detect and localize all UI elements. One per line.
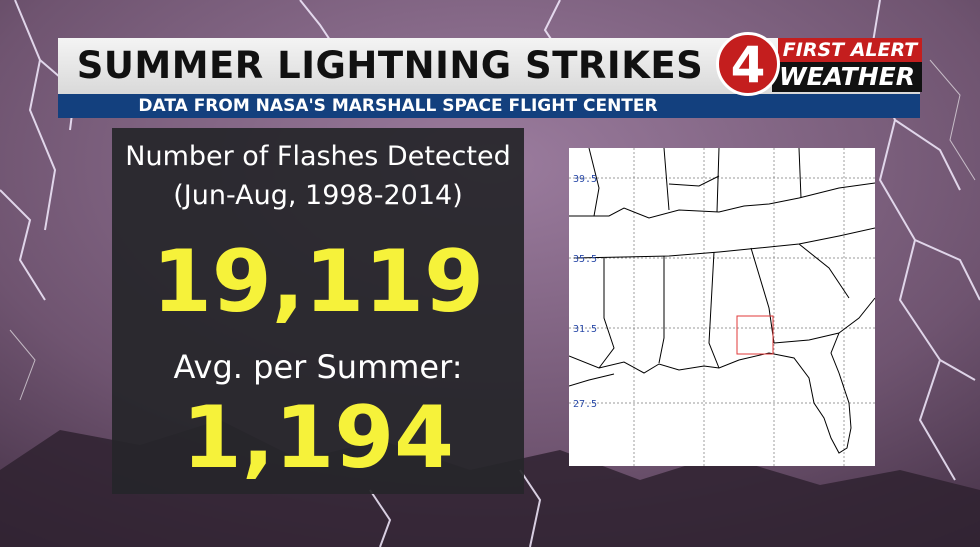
lat-label: 31.5 [573,324,597,335]
state-borders [569,148,875,454]
channel-4-icon: 4 [716,32,780,96]
logo-number: 4 [730,36,766,94]
avg-per-summer-value: 1,194 [181,388,455,488]
avg-per-summer-label: Avg. per Summer: [173,348,463,386]
southeast-us-map: 39.5 35.5 31.5 27.5 [569,148,875,466]
logo-weather: WEATHER [772,62,922,92]
lat-label: 39.5 [573,174,597,185]
page-subtitle: DATA FROM NASA'S MARSHALL SPACE FLIGHT C… [138,96,658,116]
lat-label: 35.5 [573,254,597,265]
logo-first-alert: FIRST ALERT [778,38,922,62]
total-flashes-value: 19,119 [152,232,484,332]
flashes-label: Number of Flashes Detected [125,141,511,172]
date-range-label: (Jun-Aug, 1998-2014) [173,180,463,211]
map-grid [569,148,875,466]
page-title: SUMMER LIGHTNING STRIKES [76,44,704,87]
subtitle-banner [58,94,920,118]
highlight-region [736,315,774,355]
stats-panel [112,128,524,494]
lat-label: 27.5 [573,399,597,410]
map-panel [569,148,875,466]
